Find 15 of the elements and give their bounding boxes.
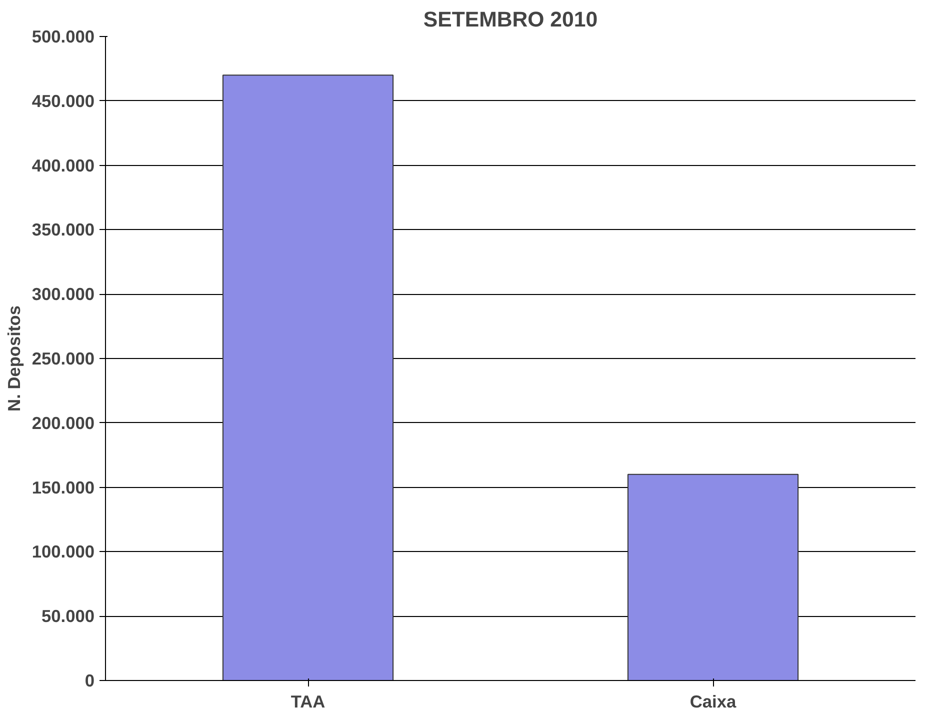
- x-tick-label: TAA: [290, 692, 326, 712]
- y-tick-label: 500.000: [32, 26, 95, 46]
- y-tick-label: 50.000: [42, 606, 94, 626]
- chart-title: SETEMBRO 2010: [423, 8, 598, 32]
- y-tick-label: 350.000: [32, 220, 95, 240]
- y-tick-label: 150.000: [32, 477, 95, 498]
- y-tick-label: 250.000: [32, 348, 95, 368]
- y-tick-label: 100.000: [32, 542, 95, 562]
- y-tick-label: 300.000: [32, 284, 95, 304]
- y-tick-label: 450.000: [32, 90, 95, 111]
- y-axis-title: N. Depositos: [4, 306, 24, 412]
- y-tick-label: 400.000: [32, 155, 95, 176]
- x-tick-label: Caixa: [690, 692, 736, 712]
- y-tick-label: 200.000: [32, 412, 95, 433]
- y-tick-label: 0: [84, 670, 95, 690]
